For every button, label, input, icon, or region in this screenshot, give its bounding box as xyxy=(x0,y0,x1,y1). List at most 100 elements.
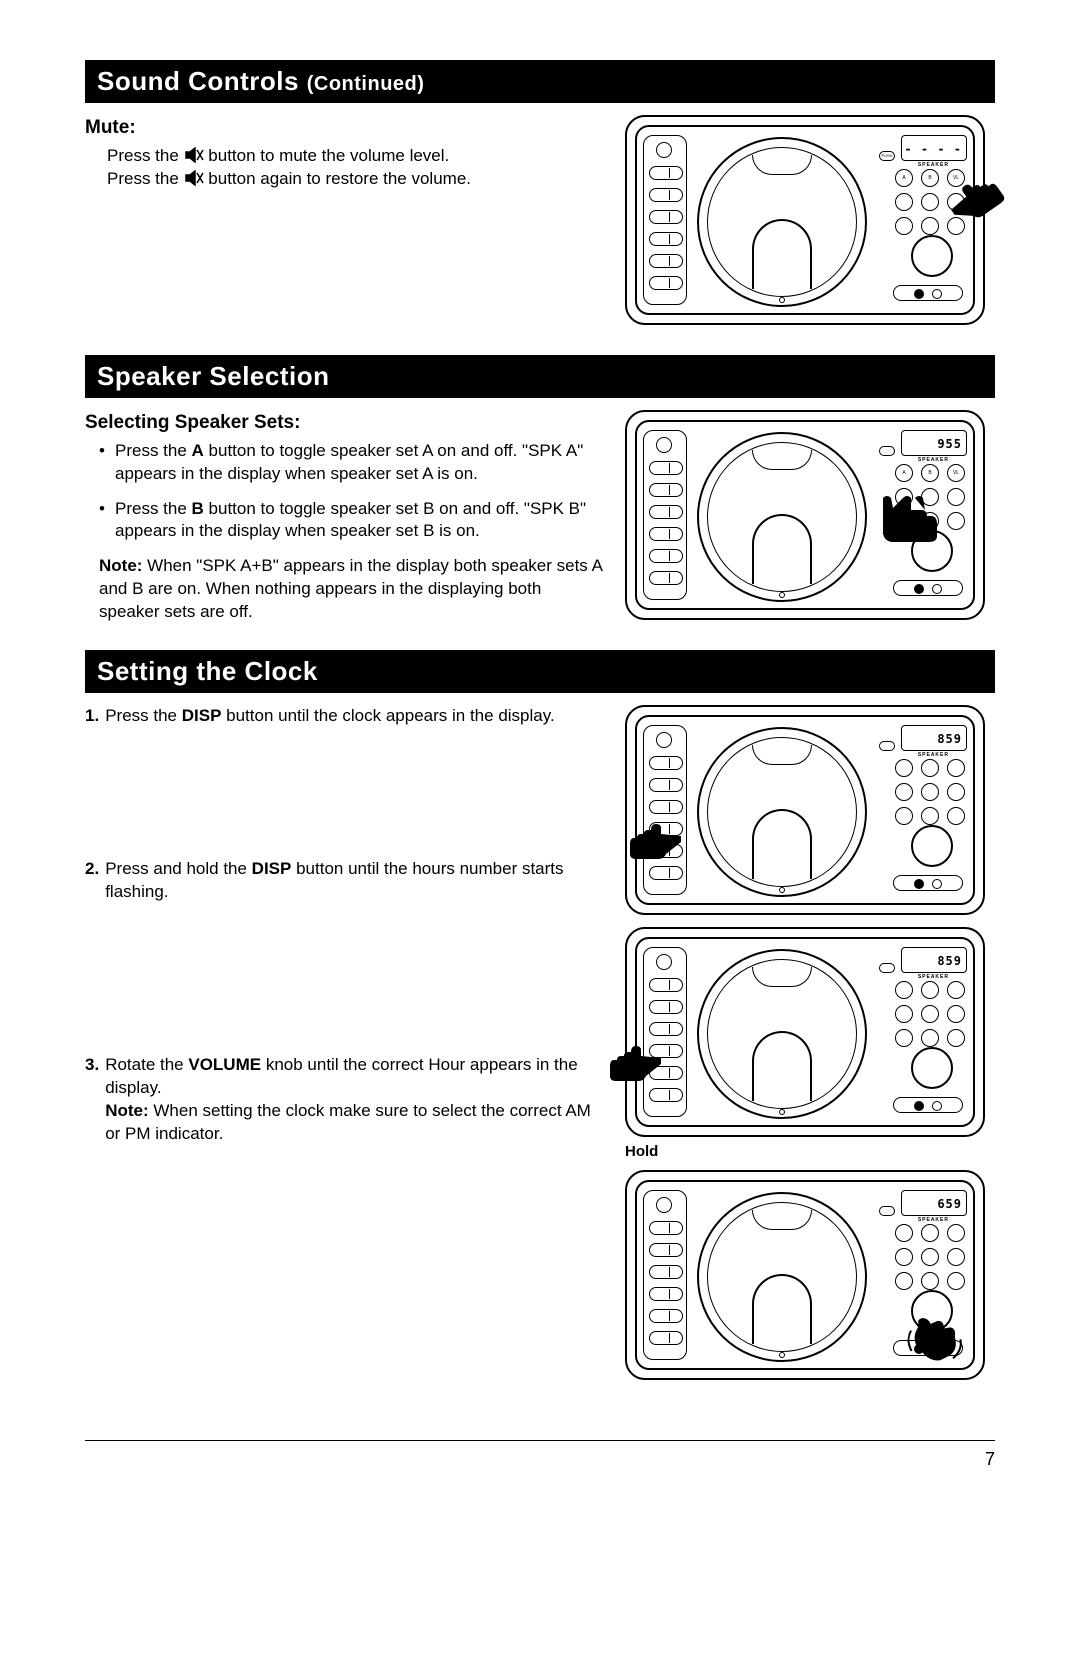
center-disc xyxy=(697,949,867,1119)
left-panel xyxy=(643,1190,687,1360)
display-screen: 859 xyxy=(901,947,967,973)
step-2: 2. Press and hold the DISP button until … xyxy=(85,858,605,904)
btn xyxy=(921,783,939,801)
note-text: When "SPK A+B" appears in the display bo… xyxy=(99,556,602,621)
left-panel xyxy=(643,947,687,1117)
btn-prev xyxy=(895,217,913,235)
btn-aux xyxy=(895,193,913,211)
btn-b: B xyxy=(921,464,939,482)
btn-a: A xyxy=(895,169,913,187)
text: Press and hold the xyxy=(105,859,251,878)
power-icon xyxy=(656,732,672,748)
left-btn xyxy=(649,978,683,992)
btn xyxy=(947,1224,965,1242)
pointing-hand-icon xyxy=(873,490,953,545)
btn xyxy=(921,981,939,999)
display-screen: 955 xyxy=(901,430,967,456)
section-title: Speaker Selection xyxy=(97,361,330,391)
button-grid xyxy=(895,1224,967,1292)
speaker-label: SPEAKER xyxy=(918,752,949,758)
left-panel xyxy=(643,430,687,600)
img-col: - - - - SPEAKER PUSH A B VL xyxy=(625,115,995,337)
left-panel xyxy=(643,725,687,895)
bullet-a: Press the A button to toggle speaker set… xyxy=(85,440,605,486)
btn-next xyxy=(921,217,939,235)
page-number: 7 xyxy=(985,1449,995,1469)
btn xyxy=(947,1248,965,1266)
bottom-controls xyxy=(893,580,963,596)
section-title: Setting the Clock xyxy=(97,656,318,686)
section-header-speaker: Speaker Selection xyxy=(85,355,995,398)
left-btn xyxy=(649,778,683,792)
step-1: 1. Press the DISP button until the clock… xyxy=(85,705,605,728)
left-btn xyxy=(649,1000,683,1014)
img-col: 955 SPEAKER A B VL xyxy=(625,410,995,632)
mute-icon xyxy=(184,147,204,163)
text: Rotate the xyxy=(105,1055,188,1074)
display-screen: 859 xyxy=(901,725,967,751)
left-btn xyxy=(649,1309,683,1323)
push-label xyxy=(879,446,895,456)
left-btn xyxy=(649,505,683,519)
push-label: PUSH xyxy=(879,151,895,161)
hold-label: Hold xyxy=(625,1143,995,1160)
center-disc xyxy=(697,727,867,897)
left-btn xyxy=(649,1265,683,1279)
speaker-label: SPEAKER xyxy=(918,457,949,463)
btn xyxy=(895,759,913,777)
btn xyxy=(895,1248,913,1266)
btn xyxy=(921,1224,939,1242)
btn xyxy=(895,807,913,825)
text-col: Selecting Speaker Sets: Press the A butt… xyxy=(85,410,605,632)
step-text: Press the DISP button until the clock ap… xyxy=(105,705,555,728)
note-text: When setting the clock make sure to sele… xyxy=(105,1101,591,1143)
display-screen: 659 xyxy=(901,1190,967,1216)
mute-para: Press the button to mute the volume leve… xyxy=(85,145,605,191)
push-label xyxy=(879,741,895,751)
center-disc xyxy=(697,1192,867,1362)
step-3: 3. Rotate the VOLUME knob until the corr… xyxy=(85,1054,605,1146)
step-num: 1. xyxy=(85,705,99,728)
text: Press the xyxy=(105,706,182,725)
left-btn-slp xyxy=(649,210,683,224)
center-disc xyxy=(697,432,867,602)
section-title: Sound Controls xyxy=(97,66,299,96)
power-icon xyxy=(656,1197,672,1213)
section-continued: (Continued) xyxy=(307,73,425,95)
left-btn-asps xyxy=(649,188,683,202)
power-icon xyxy=(656,437,672,453)
mute-icon xyxy=(184,170,204,186)
device-diagram-clock2: 859 SPEAKER xyxy=(625,927,985,1137)
btn xyxy=(895,1224,913,1242)
left-panel xyxy=(643,135,687,305)
left-btn xyxy=(649,756,683,770)
button-grid xyxy=(895,981,967,1049)
bold-disp: DISP xyxy=(182,706,222,725)
btn xyxy=(921,1029,939,1047)
volume-knob xyxy=(911,235,953,277)
btn-vl: VL xyxy=(947,464,965,482)
btn xyxy=(895,1272,913,1290)
note: Note: When "SPK A+B" appears in the disp… xyxy=(85,555,605,624)
section-body-speaker: Selecting Speaker Sets: Press the A butt… xyxy=(85,398,995,650)
text: button until the clock appears in the di… xyxy=(221,706,554,725)
page-footer: 7 xyxy=(85,1440,995,1470)
left-btn-disp xyxy=(649,254,683,268)
text-col: Mute: Press the button to mute the volum… xyxy=(85,115,605,337)
push-label xyxy=(879,1206,895,1216)
btn xyxy=(895,981,913,999)
btn xyxy=(947,1005,965,1023)
btn xyxy=(921,807,939,825)
btn-a: A xyxy=(895,464,913,482)
btn xyxy=(947,1272,965,1290)
mute-line2a: Press the xyxy=(107,169,184,188)
section-header-sound-controls: Sound Controls (Continued) xyxy=(85,60,995,103)
device-diagram-clock3: 659 SPEAKER xyxy=(625,1170,985,1380)
right-panel: 859 SPEAKER xyxy=(877,947,967,1117)
pointing-hand-icon xyxy=(601,1038,671,1083)
left-btn xyxy=(649,800,683,814)
device-diagram-mute: - - - - SPEAKER PUSH A B VL xyxy=(625,115,985,325)
bold-b: B xyxy=(192,499,204,518)
step-text: Rotate the VOLUME knob until the correct… xyxy=(105,1054,605,1146)
section-body-sound-controls: Mute: Press the button to mute the volum… xyxy=(85,103,995,355)
